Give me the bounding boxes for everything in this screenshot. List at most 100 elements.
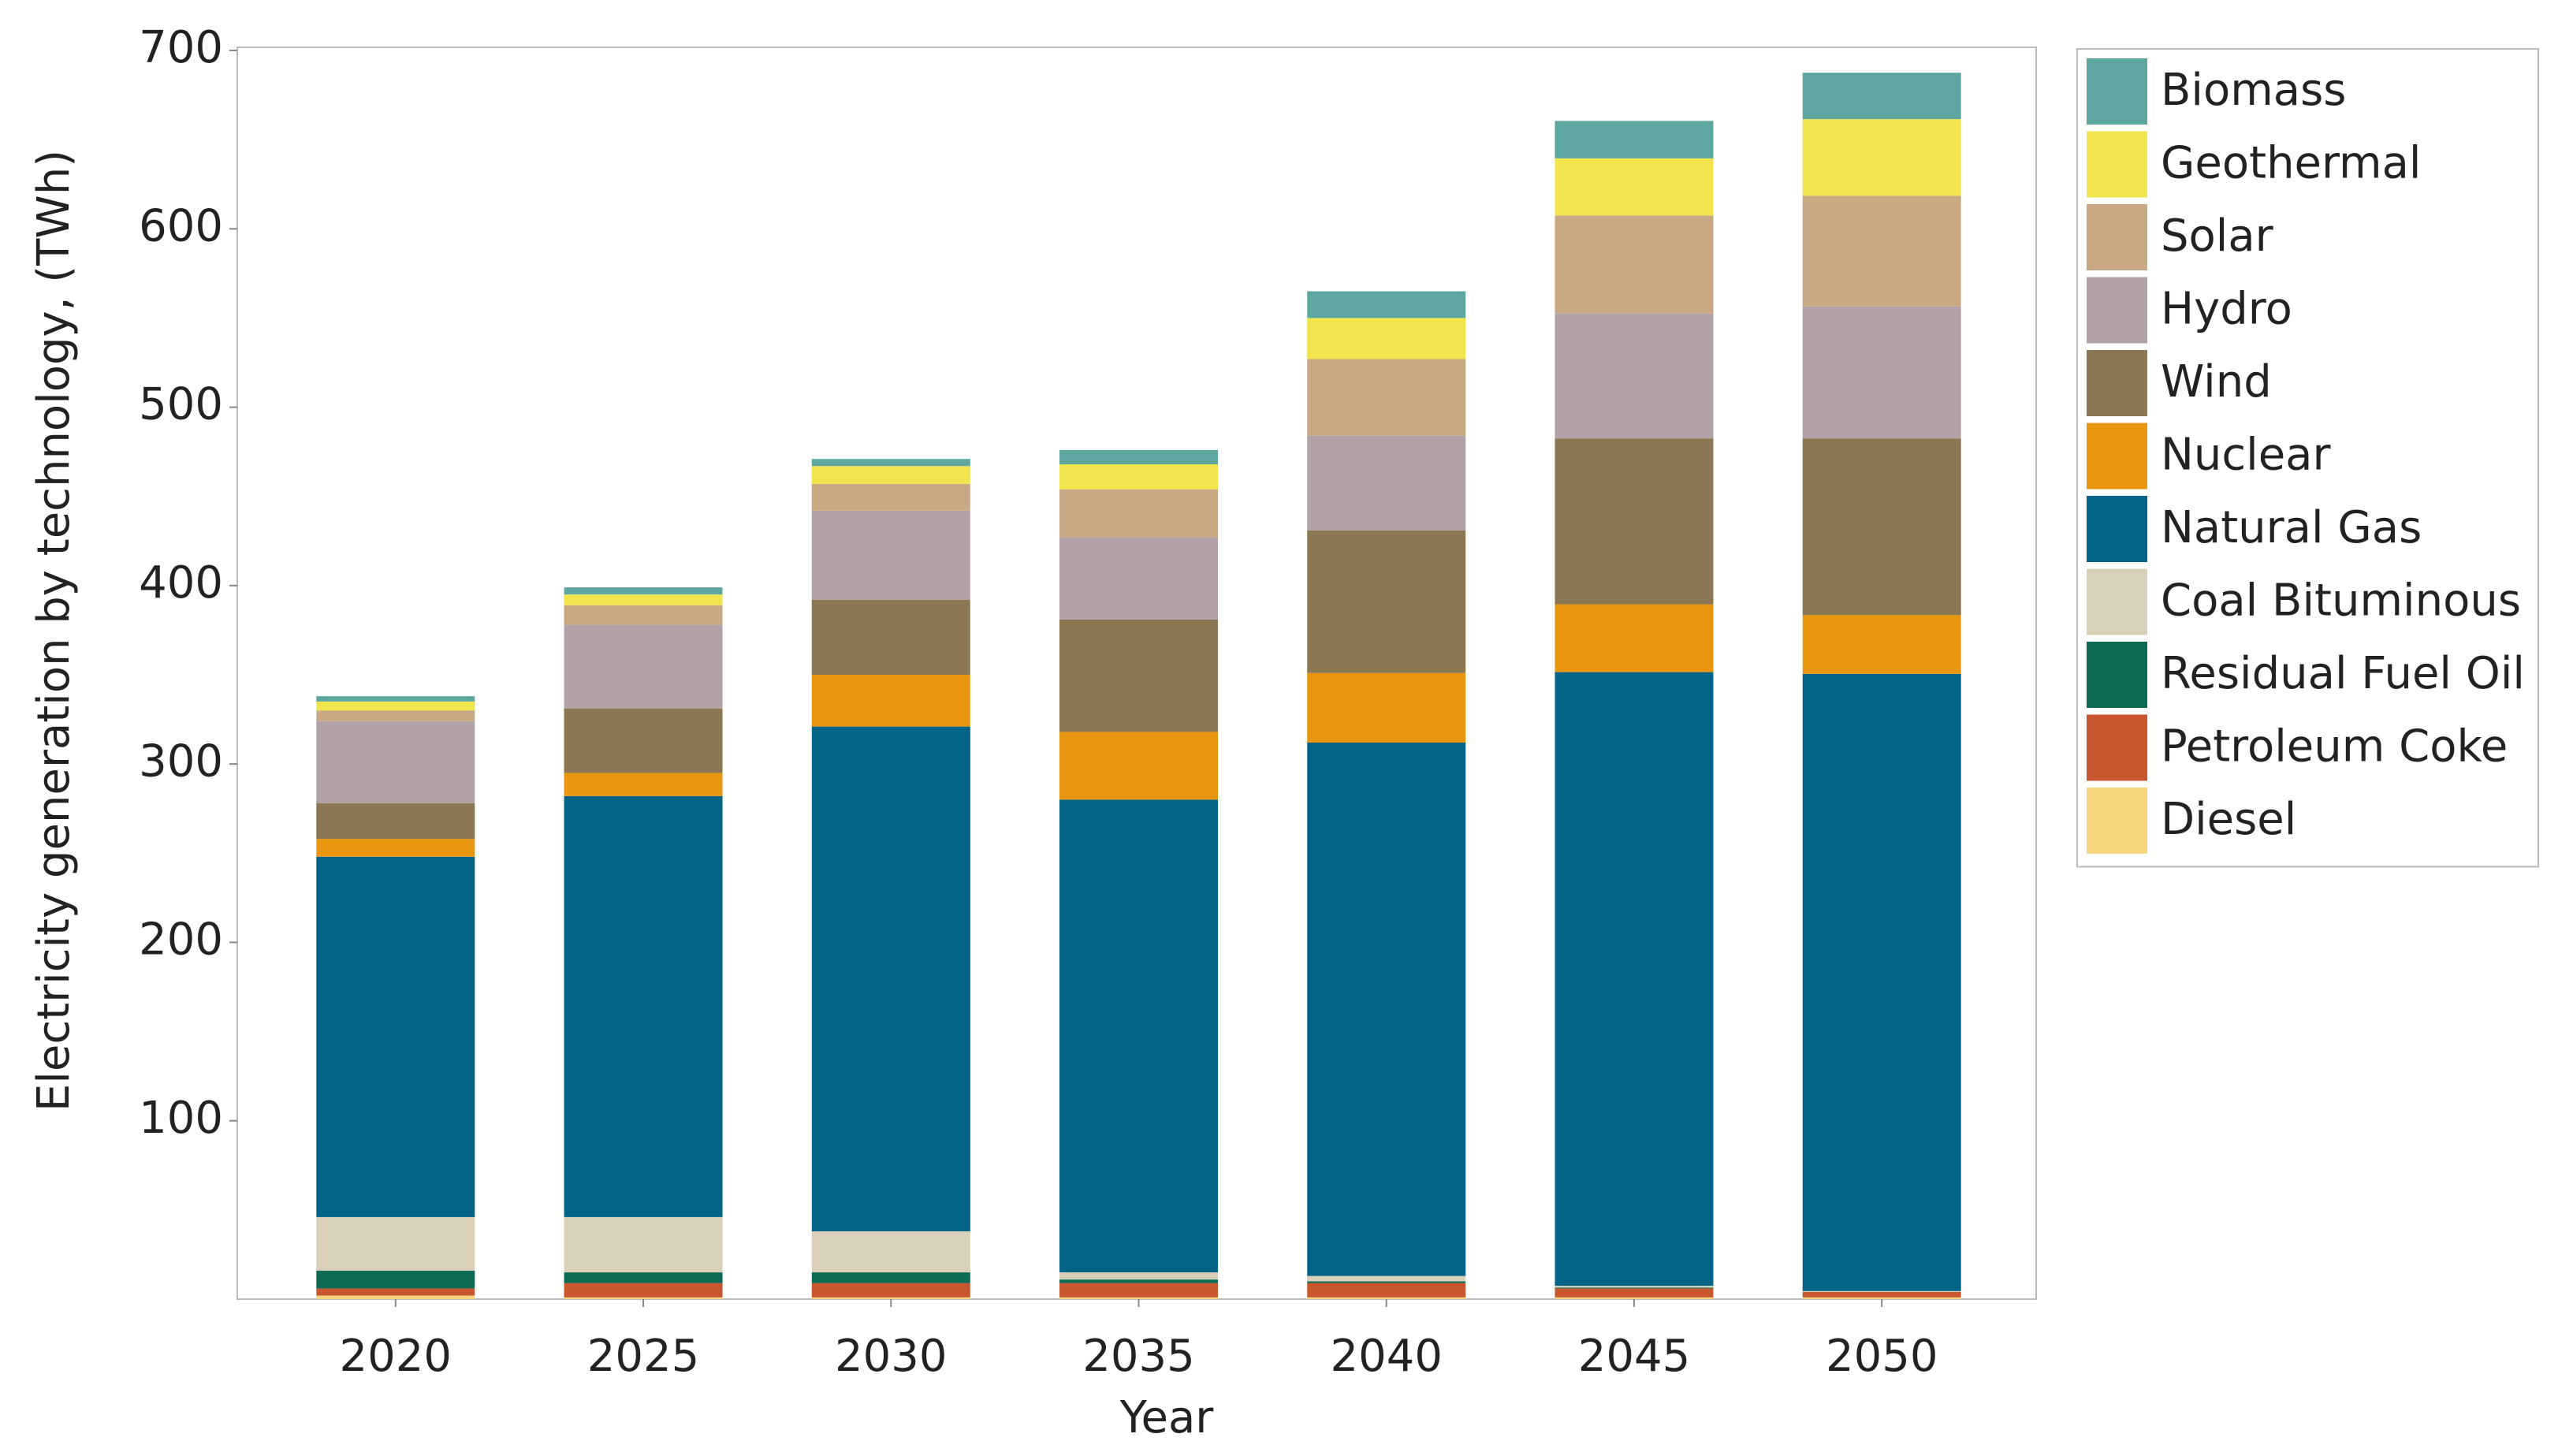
bar-segment — [316, 1295, 475, 1299]
bar-segment — [1307, 359, 1466, 436]
bar-segment — [811, 1297, 970, 1299]
bar-segment — [564, 795, 723, 1217]
bar-segment — [1802, 195, 1961, 307]
bar-segment — [1307, 530, 1466, 673]
bar-segment — [564, 1272, 723, 1283]
bar-segment — [811, 483, 970, 511]
bar-segment — [316, 710, 475, 721]
bar-segment — [811, 675, 970, 727]
y-tick-label: 700 — [139, 22, 223, 73]
legend-swatch — [2087, 714, 2147, 781]
bar-segment — [1307, 1281, 1466, 1283]
bar-segment — [1307, 742, 1466, 1276]
bar-segment — [1059, 1279, 1219, 1283]
legend-label: Geothermal — [2161, 138, 2421, 189]
legend-label: Hydro — [2161, 284, 2292, 335]
bar-segment — [564, 1297, 723, 1299]
legend-swatch — [2087, 350, 2147, 416]
legend-swatch — [2087, 496, 2147, 562]
x-axis-label: Year — [1119, 1392, 1215, 1443]
legend-label: Coal Bituminous — [2161, 575, 2521, 627]
bar-segment — [1555, 604, 1714, 672]
bar-segment — [564, 773, 723, 796]
y-tick-label: 500 — [139, 379, 223, 430]
bar-segment — [316, 696, 475, 702]
bar-segment — [811, 1272, 970, 1283]
bar-segment — [316, 721, 475, 803]
legend-swatch — [2087, 568, 2147, 635]
bar-segment — [1059, 619, 1219, 732]
bar-segment — [1059, 732, 1219, 800]
bar-segment — [1802, 306, 1961, 439]
y-tick-label: 100 — [139, 1093, 223, 1144]
legend-swatch — [2087, 642, 2147, 708]
bar-segment — [1802, 73, 1961, 120]
bar-segment — [1555, 121, 1714, 158]
legend-label: Biomass — [2161, 65, 2346, 116]
bar-segment — [564, 605, 723, 625]
bar-segment — [316, 1288, 475, 1296]
bar-segment — [1059, 464, 1219, 490]
bar-segment — [1555, 438, 1714, 605]
bar-segment — [1555, 1286, 1714, 1288]
bar-segment — [1802, 1290, 1961, 1292]
bar-segment — [1307, 1275, 1466, 1282]
bar-segment — [564, 1216, 723, 1273]
legend-swatch — [2087, 204, 2147, 270]
bar-segment — [1307, 291, 1466, 318]
y-tick-label: 400 — [139, 557, 223, 609]
bar-segment — [811, 459, 970, 467]
bar-segment — [1802, 1297, 1961, 1299]
bar-segment — [1059, 489, 1219, 538]
bar-segment — [316, 839, 475, 857]
legend-frame — [2076, 48, 2539, 868]
bar-segment — [1059, 1272, 1219, 1280]
bar-segment — [1802, 438, 1961, 616]
bar-segment — [564, 594, 723, 605]
bar-segment — [811, 1283, 970, 1298]
legend-label: Petroleum Coke — [2161, 721, 2508, 773]
bar-segment — [316, 802, 475, 840]
y-tick-label: 200 — [139, 914, 223, 966]
legend-label: Wind — [2161, 356, 2272, 408]
bar-segment — [1555, 1297, 1714, 1299]
bar-segment — [564, 587, 723, 595]
bar-segment — [316, 856, 475, 1217]
bar-segment — [1802, 615, 1961, 674]
bar-segment — [1555, 1288, 1714, 1298]
bar-segment — [316, 1216, 475, 1271]
x-tick-label: 2025 — [587, 1331, 700, 1382]
bar-segment — [564, 1283, 723, 1298]
bar-segment — [564, 708, 723, 773]
bar-segment — [1555, 1287, 1714, 1289]
legend-swatch — [2087, 58, 2147, 125]
legend-label: Residual Fuel Oil — [2161, 648, 2525, 699]
bar-segment — [1555, 672, 1714, 1287]
bar-segment — [316, 1270, 475, 1289]
y-axis-label: Electricity generation by technology, (T… — [28, 150, 80, 1112]
bar-segment — [811, 510, 970, 600]
bar-segment — [1555, 313, 1714, 439]
bar-segment — [1307, 1297, 1466, 1299]
bar-segment — [811, 1231, 970, 1273]
bar-segment — [1059, 1283, 1219, 1298]
legend-label: Diesel — [2161, 794, 2296, 845]
bar-segment — [1307, 672, 1466, 743]
bar-segment — [1802, 1291, 1961, 1298]
bar-segment — [1555, 215, 1714, 314]
x-tick-label: 2020 — [340, 1331, 452, 1382]
bar-segment — [1307, 435, 1466, 531]
x-tick-label: 2035 — [1082, 1331, 1195, 1382]
bar-segment — [811, 466, 970, 484]
legend-label: Natural Gas — [2161, 502, 2422, 553]
bar-segment — [1802, 119, 1961, 196]
bar-segment — [1307, 1283, 1466, 1298]
bar-segment — [1555, 158, 1714, 216]
x-tick-label: 2045 — [1578, 1331, 1691, 1382]
x-tick-label: 2040 — [1330, 1331, 1443, 1382]
bar-segment — [1059, 537, 1219, 620]
legend-swatch — [2087, 131, 2147, 198]
legend-swatch — [2087, 423, 2147, 490]
legend-label: Solar — [2161, 210, 2274, 262]
